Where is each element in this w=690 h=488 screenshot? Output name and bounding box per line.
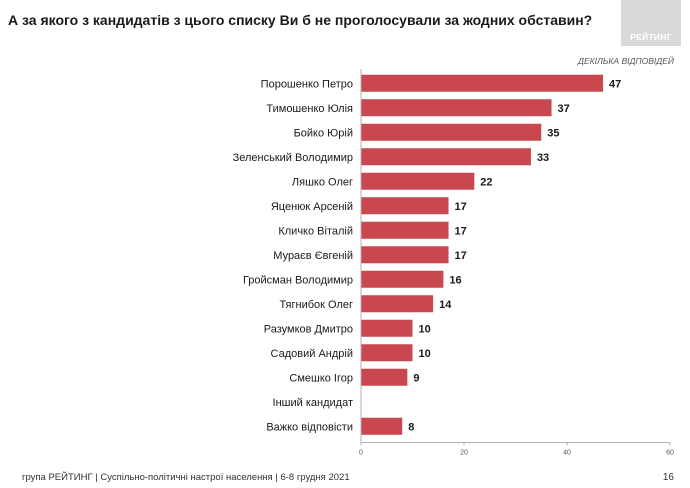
value-label: 17 (455, 225, 467, 237)
bar (361, 417, 403, 435)
bar (361, 197, 449, 215)
category-label: Ляшко Олег (292, 176, 353, 188)
value-label: 8 (408, 421, 414, 433)
category-label: Смешко Ігор (289, 372, 353, 384)
rating-logo: РЕЙТИНГ (621, 0, 681, 46)
bar (361, 270, 444, 288)
category-label: Садовий Андрій (271, 348, 353, 360)
category-label: Тимошенко Юлія (266, 103, 353, 115)
category-label: Інший кандидат (273, 397, 353, 409)
page-number: 16 (662, 472, 674, 483)
bar (361, 221, 449, 239)
x-tick-label: 60 (666, 450, 674, 457)
x-tick-label: 20 (460, 450, 468, 457)
value-label: 35 (547, 127, 559, 139)
value-label: 47 (609, 78, 621, 90)
bar (361, 368, 408, 386)
bar (361, 344, 413, 362)
category-label: Тягнибок Олег (279, 299, 353, 311)
bar (361, 172, 475, 190)
logo-text: РЕЙТИНГ (630, 32, 672, 42)
value-label: 22 (480, 176, 492, 188)
category-label: Порошенко Петро (261, 78, 353, 90)
bar-chart: Порошенко Петро 47 Тимошенко Юлія 37 Бойко Ю… (233, 69, 674, 457)
category-label: Бойко Юрій (294, 127, 353, 139)
bar (361, 74, 604, 92)
x-tick-label: 0 (359, 450, 363, 457)
value-label: 37 (558, 103, 570, 115)
chart-subtitle: ДЕКІЛЬКА ВІДПОВІДЕЙ (578, 56, 674, 66)
bar (361, 148, 531, 166)
bar (361, 123, 542, 141)
bar (361, 246, 449, 264)
value-label: 16 (449, 274, 461, 286)
value-label: 14 (439, 299, 452, 311)
category-label: Разумков Дмитро (264, 323, 353, 335)
category-label: Яценюк Арсеній (271, 201, 353, 213)
value-label: 9 (413, 372, 419, 384)
value-label: 17 (455, 250, 467, 262)
bar (361, 319, 413, 337)
page-title: А за якого з кандидатів з цього списку В… (8, 12, 593, 28)
category-label: Мураєв Євгеній (273, 250, 353, 262)
value-label: 17 (455, 201, 467, 213)
category-label: Важко відповісти (266, 421, 353, 433)
bar (361, 295, 434, 313)
category-label: Гройсман Володимир (243, 274, 353, 286)
x-tick-label: 40 (563, 450, 571, 457)
bar (361, 99, 552, 117)
value-label: 10 (419, 323, 431, 335)
category-label: Кличко Віталій (278, 225, 353, 237)
category-label: Зеленський Володимир (233, 152, 353, 164)
value-label: 33 (537, 152, 549, 164)
footer-source: група РЕЙТИНГ | Суспільно-політичні наст… (22, 472, 350, 483)
value-label: 10 (419, 348, 431, 360)
